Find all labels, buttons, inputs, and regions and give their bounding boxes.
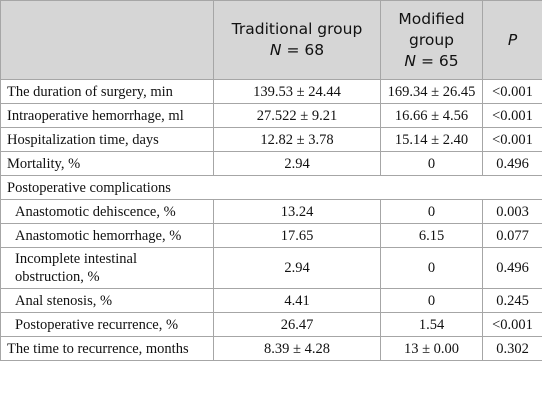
value-cell: 0.245	[482, 288, 542, 313]
table-row: Incomplete intestinal obstruction, % 2.94…	[0, 247, 542, 289]
value-cell: <0.001	[482, 312, 542, 337]
table-row: Postoperative recurrence, % 26.47 1.54 <0.0…	[0, 312, 542, 337]
row-label: Mortality, %	[0, 151, 214, 176]
value-cell: 2.94	[213, 247, 381, 289]
value-cell: 0.302	[482, 336, 542, 361]
value-cell: 0.077	[482, 223, 542, 248]
value-cell: <0.001	[482, 103, 542, 128]
table-row: Anal stenosis, % 4.41 0 0.245	[0, 288, 542, 313]
value-cell: 0.496	[482, 151, 542, 176]
table-body: The duration of surgery, min 139.53 ± 24.…	[0, 79, 542, 361]
results-table: Traditional group N = 68 Modified group N =…	[0, 0, 542, 361]
column-header: Modified group N = 65	[380, 0, 483, 80]
row-label: Anastomotic hemorrhage, %	[0, 223, 214, 248]
value-cell: 17.65	[213, 223, 381, 248]
value-cell: 15.14 ± 2.40	[380, 127, 483, 152]
value-cell: 27.522 ± 9.21	[213, 103, 381, 128]
row-label: Anastomotic dehiscence, %	[0, 199, 214, 224]
row-label: Anal stenosis, %	[0, 288, 214, 313]
value-cell: 13.24	[213, 199, 381, 224]
value-cell: 26.47	[213, 312, 381, 337]
n-symbol: N	[404, 51, 417, 70]
row-label: Intraoperative hemorrhage, ml	[0, 103, 214, 128]
value-cell: 0.496	[482, 247, 542, 289]
value-cell: 0.003	[482, 199, 542, 224]
value-cell: 4.41	[213, 288, 381, 313]
n-value: = 68	[286, 41, 325, 59]
row-label: Incomplete intestinal obstruction, %	[0, 247, 214, 289]
value-cell: 0	[380, 288, 483, 313]
row-label: Postoperative recurrence, %	[0, 312, 214, 337]
value-cell: 8.39 ± 4.28	[213, 336, 381, 361]
header-empty	[0, 0, 214, 80]
table-row: Postoperative complications	[0, 175, 542, 200]
table-row: Hospitalization time, days 12.82 ± 3.78 15…	[0, 127, 542, 152]
value-cell: 0	[380, 151, 483, 176]
row-label: The time to recurrence, months	[0, 336, 214, 361]
column-label: P	[507, 30, 518, 49]
table-row: The time to recurrence, months 8.39 ± 4.2…	[0, 336, 542, 361]
n-value: = 65	[420, 51, 459, 70]
table-row: Intraoperative hemorrhage, ml 27.522 ± 9.…	[0, 103, 542, 128]
table-row: The duration of surgery, min 139.53 ± 24.…	[0, 79, 542, 104]
column-header: P	[482, 0, 542, 80]
value-cell: 6.15	[380, 223, 483, 248]
value-cell: 169.34 ± 26.45	[380, 79, 483, 104]
value-cell: 1.54	[380, 312, 483, 337]
value-cell: 0	[380, 199, 483, 224]
value-cell: 13 ± 0.00	[380, 336, 483, 361]
column-header: Traditional group N = 68	[213, 0, 381, 80]
value-cell: 2.94	[213, 151, 381, 176]
table-row: Mortality, % 2.94 0 0.496	[0, 151, 542, 176]
row-label: Postoperative complications	[0, 175, 542, 200]
value-cell: 16.66 ± 4.56	[380, 103, 483, 128]
column-label: Modified group	[398, 9, 465, 49]
column-label: Traditional group	[231, 20, 363, 38]
n-symbol: N	[269, 41, 282, 59]
value-cell: 139.53 ± 24.44	[213, 79, 381, 104]
value-cell: <0.001	[482, 79, 542, 104]
value-cell: 0	[380, 247, 483, 289]
row-label: Hospitalization time, days	[0, 127, 214, 152]
header-row: Traditional group N = 68 Modified group N =…	[0, 0, 542, 80]
value-cell: <0.001	[482, 127, 542, 152]
table-row: Anastomotic dehiscence, % 13.24 0 0.003	[0, 199, 542, 224]
table-row: Anastomotic hemorrhage, % 17.65 6.15 0.077	[0, 223, 542, 248]
row-label: The duration of surgery, min	[0, 79, 214, 104]
value-cell: 12.82 ± 3.78	[213, 127, 381, 152]
